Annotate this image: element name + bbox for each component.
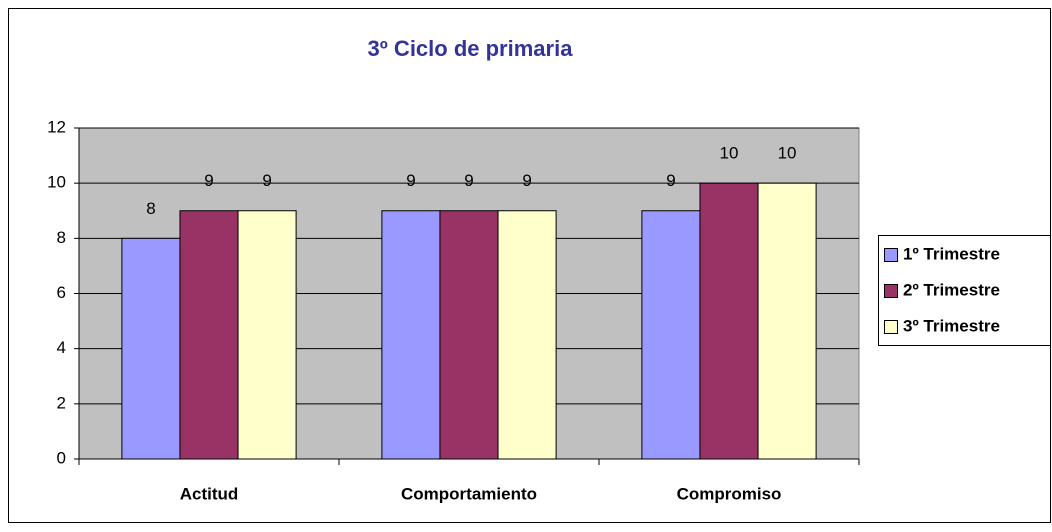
bar	[497, 210, 557, 460]
data-label: 9	[464, 171, 473, 190]
data-label: 9	[522, 171, 531, 190]
legend-swatch	[884, 320, 898, 334]
legend	[878, 235, 1051, 346]
x-tick-label: Actitud	[180, 484, 239, 503]
legend-label: 1º Trimestre	[903, 244, 1000, 263]
bar	[381, 210, 441, 460]
bar	[699, 182, 759, 460]
y-tick-label: 6	[57, 283, 66, 302]
y-tick-label: 8	[57, 228, 66, 247]
bar	[641, 210, 701, 460]
data-label: 9	[262, 171, 271, 190]
y-tick-label: 10	[47, 173, 66, 192]
data-label: 9	[204, 171, 213, 190]
data-label: 10	[778, 144, 797, 163]
data-label: 9	[666, 171, 675, 190]
legend-swatch	[884, 248, 898, 262]
y-tick-label: 12	[47, 117, 66, 136]
chart-title: 3º Ciclo de primaria	[368, 36, 574, 61]
y-tick-label: 4	[57, 338, 66, 357]
data-label: 10	[720, 144, 739, 163]
y-tick-label: 2	[57, 393, 66, 412]
x-tick-label: Compromiso	[677, 484, 782, 503]
y-tick-label: 0	[57, 448, 66, 467]
bar	[179, 210, 239, 460]
bar	[439, 210, 499, 460]
data-label: 9	[406, 171, 415, 190]
legend-swatch	[884, 284, 898, 298]
x-tick-label: Comportamiento	[401, 484, 537, 503]
bar	[121, 237, 181, 460]
data-label: 8	[146, 199, 155, 218]
legend-label: 2º Trimestre	[903, 280, 1000, 299]
legend-label: 3º Trimestre	[903, 316, 1000, 335]
bar	[757, 182, 817, 460]
bar	[237, 210, 297, 460]
